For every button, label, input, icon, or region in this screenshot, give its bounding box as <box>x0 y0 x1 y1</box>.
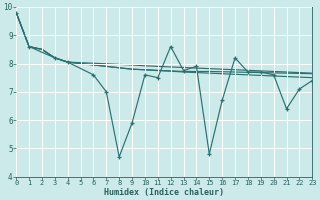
X-axis label: Humidex (Indice chaleur): Humidex (Indice chaleur) <box>104 188 224 197</box>
